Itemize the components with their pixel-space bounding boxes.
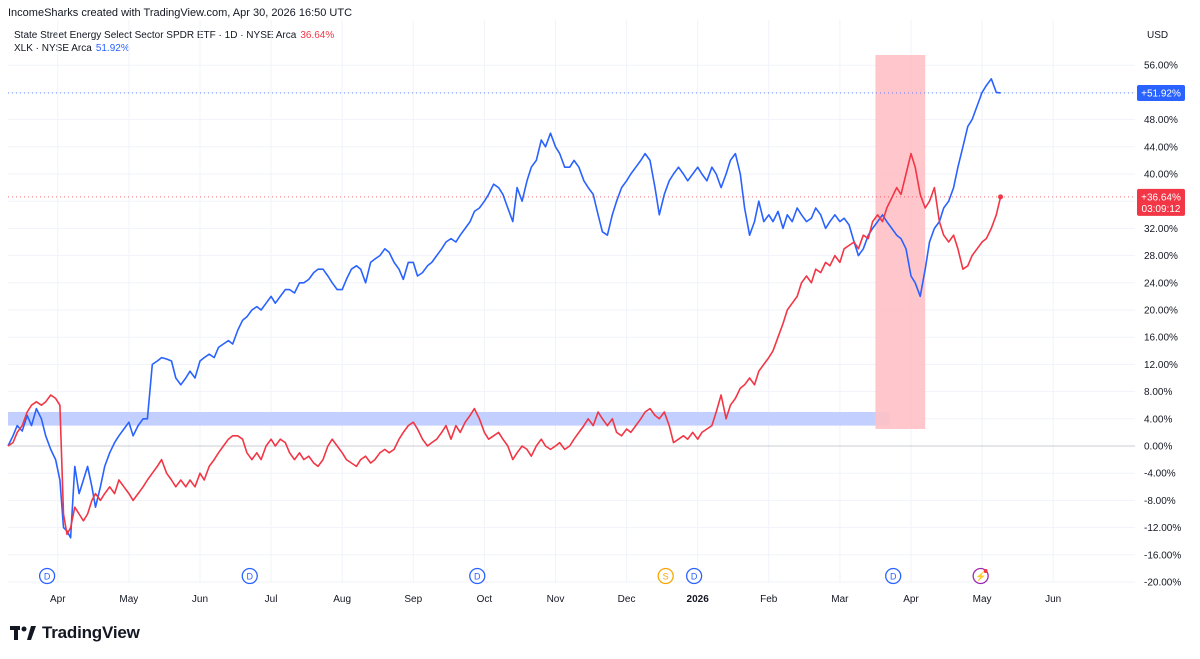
- energy-series-line[interactable]: [7, 152, 1002, 536]
- legend-energy[interactable]: State Street Energy Select Sector SPDR E…: [14, 29, 334, 42]
- split-marker-glyph: S: [663, 572, 669, 582]
- x-tick-label: Dec: [618, 594, 636, 605]
- legend-energy-value: 36.64%: [300, 30, 335, 41]
- dividend-marker-glyph: D: [474, 572, 481, 582]
- y-tick-label: 4.00%: [1144, 414, 1172, 425]
- y-tick-label: -12.00%: [1144, 523, 1181, 534]
- earnings-dot: [983, 569, 988, 573]
- dividend-marker-icon[interactable]: [469, 567, 486, 585]
- x-tick-label: Oct: [477, 594, 493, 605]
- support-zone[interactable]: [8, 412, 890, 426]
- y-tick-label: 16.00%: [1144, 333, 1178, 344]
- energy-last-point: [998, 194, 1004, 200]
- chart-legend: State Street Energy Select Sector SPDR E…: [14, 29, 334, 55]
- dividend-marker-icon[interactable]: [241, 567, 258, 585]
- currency-label[interactable]: USD: [1147, 30, 1169, 41]
- x-tick-label: Feb: [760, 594, 778, 605]
- y-tick-label: 40.00%: [1144, 170, 1178, 181]
- energy-price-label: +36.64%: [1141, 192, 1181, 203]
- legend-energy-label: State Street Energy Select Sector SPDR E…: [14, 30, 297, 41]
- y-tick-label: -16.00%: [1144, 550, 1181, 561]
- xlk-price-label: +51.92%: [1141, 88, 1181, 99]
- x-tick-label: Sep: [404, 594, 422, 605]
- x-tick-label: Nov: [547, 594, 565, 605]
- y-tick-label: 32.00%: [1144, 224, 1178, 235]
- earnings-flash-glyph: ⚡: [975, 571, 986, 583]
- x-tick-label: Jul: [265, 594, 278, 605]
- x-tick-label: Mar: [831, 594, 849, 605]
- y-tick-label: 0.00%: [1144, 442, 1172, 453]
- x-tick-label: Apr: [50, 594, 66, 605]
- dividend-marker-glyph: D: [44, 572, 51, 582]
- energy-price-tag[interactable]: [1137, 188, 1185, 216]
- x-tick-label: Apr: [903, 594, 919, 605]
- chart-credit: IncomeSharks created with TradingView.co…: [8, 7, 353, 19]
- dividend-marker-glyph: D: [691, 572, 698, 582]
- dividend-marker-glyph: D: [246, 572, 253, 582]
- legend-xlk-label: XLK · NYSE Arca: [14, 43, 92, 54]
- dividend-marker-icon[interactable]: [38, 567, 56, 585]
- xlk-series-line[interactable]: [7, 78, 1001, 539]
- y-tick-label: 48.00%: [1144, 115, 1178, 126]
- y-tick-label: 8.00%: [1144, 387, 1172, 398]
- x-tick-label: 2026: [687, 594, 710, 605]
- brand-name: TradingView: [42, 623, 140, 642]
- xlk-price-tag[interactable]: [1137, 84, 1185, 101]
- y-tick-label: -8.00%: [1144, 496, 1176, 507]
- x-tick-label: May: [119, 594, 138, 605]
- y-tick-label: 44.00%: [1144, 142, 1178, 153]
- x-tick-label: Aug: [333, 594, 351, 605]
- y-tick-label: 28.00%: [1144, 251, 1178, 262]
- dividend-marker-glyph: D: [890, 572, 897, 582]
- y-tick-label: -4.00%: [1144, 469, 1176, 480]
- highlight-zone[interactable]: [875, 55, 926, 429]
- y-tick-label: 20.00%: [1144, 306, 1178, 317]
- x-tick-label: Jun: [192, 594, 208, 605]
- tradingview-logo-icon: [10, 626, 36, 640]
- dividend-marker-icon[interactable]: [685, 567, 703, 585]
- legend-xlk[interactable]: XLK · NYSE Arca 51.92%: [14, 42, 334, 55]
- y-tick-label: 24.00%: [1144, 278, 1178, 289]
- tradingview-brand[interactable]: TradingView: [10, 623, 140, 643]
- x-tick-label: May: [973, 594, 992, 605]
- energy-timer-label: 03:09:12: [1142, 204, 1181, 215]
- y-tick-label: 12.00%: [1144, 360, 1178, 371]
- dividend-marker-icon[interactable]: [885, 567, 902, 585]
- split-marker-icon[interactable]: [657, 567, 674, 585]
- y-tick-label: -20.00%: [1144, 578, 1181, 589]
- x-tick-label: Jun: [1045, 594, 1061, 605]
- legend-xlk-value: 51.92%: [95, 43, 130, 54]
- y-tick-label: 56.00%: [1144, 61, 1178, 72]
